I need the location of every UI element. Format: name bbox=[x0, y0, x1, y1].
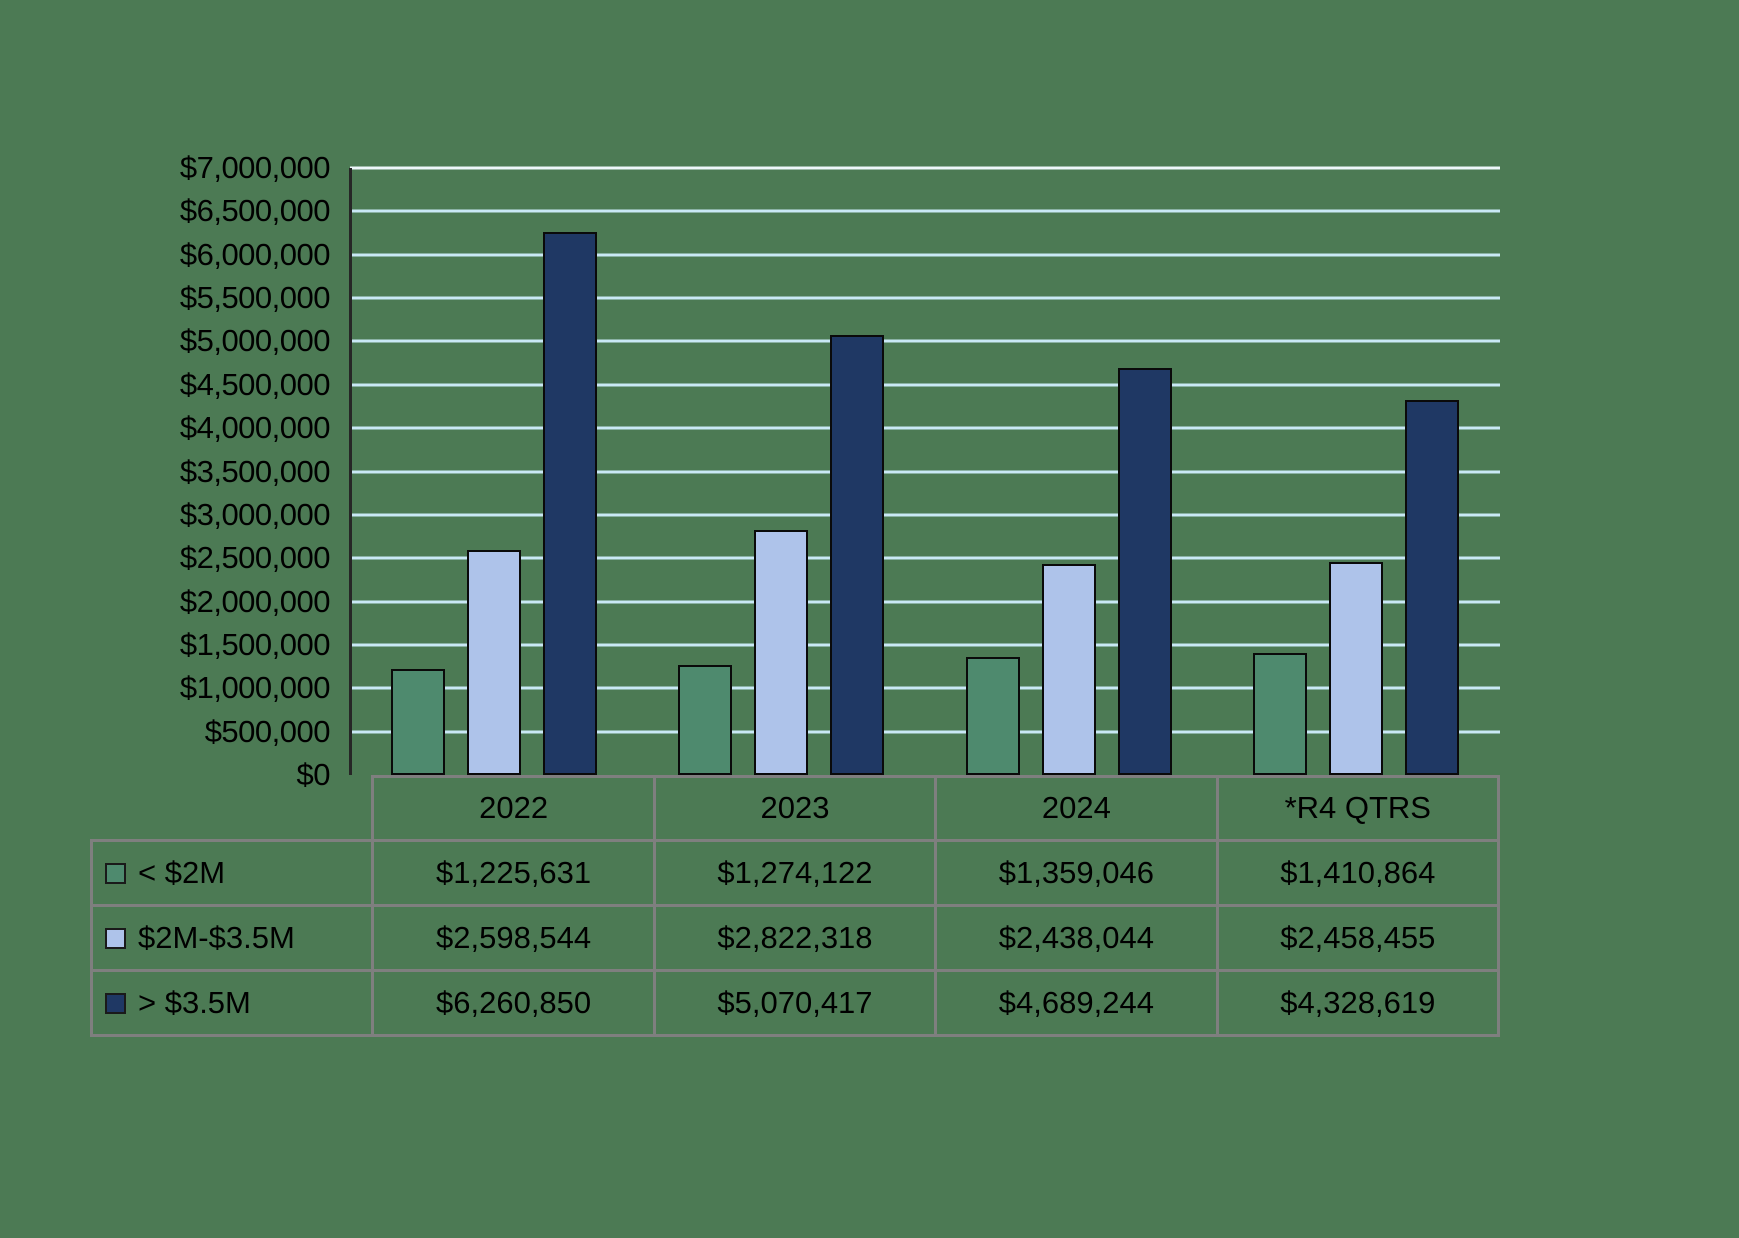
gridline bbox=[350, 296, 1500, 300]
gridline bbox=[350, 556, 1500, 560]
y-tick-label: $3,000,000 bbox=[179, 496, 331, 532]
legend-label: > $3.5M bbox=[138, 984, 251, 1020]
value-cell: $1,359,046 bbox=[934, 838, 1219, 907]
bar-2023-< $2M bbox=[678, 664, 733, 775]
legend-cell-series-3: > $3.5M bbox=[89, 968, 375, 1037]
y-tick-label: $4,500,000 bbox=[179, 366, 331, 402]
y-tick-label: $4,000,000 bbox=[179, 410, 331, 446]
value-cell: $1,274,122 bbox=[652, 838, 938, 907]
y-tick-label: $6,500,000 bbox=[179, 193, 331, 229]
gridline bbox=[350, 686, 1500, 690]
legend-label: < $2M bbox=[138, 854, 226, 890]
value-cell: $5,070,417 bbox=[652, 968, 938, 1037]
value-cell: $1,225,631 bbox=[371, 838, 656, 907]
y-tick-label: $2,000,000 bbox=[179, 583, 331, 619]
gridline bbox=[350, 166, 1500, 170]
value-cell: $2,822,318 bbox=[652, 903, 938, 972]
column-header-r4qtrs: *R4 QTRS bbox=[1215, 775, 1501, 842]
bar-2024-> $3.5M bbox=[1117, 368, 1172, 775]
table-row: < $2M $1,225,631 $1,274,122 $1,359,046 $… bbox=[89, 838, 1501, 907]
bar-2023-> $3.5M bbox=[830, 335, 885, 775]
gridline bbox=[350, 339, 1500, 343]
gridline bbox=[350, 426, 1500, 430]
bar-*R4 QTRS-> $3.5M bbox=[1405, 399, 1460, 775]
legend-swatch-lightblue bbox=[105, 927, 126, 949]
y-tick-label: $1,000,000 bbox=[179, 670, 331, 706]
column-header-2023: 2023 bbox=[652, 775, 938, 842]
y-tick-label: $1,500,000 bbox=[179, 626, 331, 662]
bar-2022-$2M-$3.5M bbox=[466, 549, 521, 775]
gridline bbox=[350, 470, 1500, 473]
gridline bbox=[350, 253, 1500, 257]
bar-*R4 QTRS-$2M-$3.5M bbox=[1329, 561, 1384, 775]
value-cell: $2,438,044 bbox=[934, 903, 1219, 972]
y-tick-label: $5,500,000 bbox=[179, 280, 331, 316]
bar-2023-$2M-$3.5M bbox=[754, 530, 809, 775]
data-table: 2022 2023 2024 *R4 QTRS < $2M $1,225,631… bbox=[89, 775, 1501, 1037]
y-tick-label: $5,000,000 bbox=[179, 323, 331, 359]
y-axis-line bbox=[349, 168, 352, 775]
gridline bbox=[350, 600, 1500, 604]
gridline bbox=[350, 730, 1500, 734]
gridline bbox=[350, 209, 1500, 213]
bar-2022-> $3.5M bbox=[542, 232, 597, 775]
column-header-2022: 2022 bbox=[371, 775, 656, 842]
bar-2024-< $2M bbox=[965, 657, 1020, 775]
gridline bbox=[350, 383, 1500, 387]
value-cell: $1,410,864 bbox=[1215, 838, 1501, 907]
y-tick-label: $7,000,000 bbox=[179, 150, 331, 185]
table-row: > $3.5M $6,260,850 $5,070,417 $4,689,244… bbox=[89, 968, 1501, 1037]
value-cell: $4,328,619 bbox=[1215, 968, 1501, 1037]
column-header-2024: 2024 bbox=[934, 775, 1219, 842]
y-tick-label: $500,000 bbox=[204, 713, 331, 749]
legend-label: $2M-$3.5M bbox=[138, 919, 295, 955]
y-tick-label: $3,500,000 bbox=[179, 453, 331, 489]
y-tick-label: $2,500,000 bbox=[179, 540, 331, 576]
legend-cell-series-2: $2M-$3.5M bbox=[89, 903, 375, 972]
value-cell: $6,260,850 bbox=[371, 968, 656, 1037]
bar-*R4 QTRS-< $2M bbox=[1253, 652, 1308, 775]
table-header-row: 2022 2023 2024 *R4 QTRS bbox=[92, 775, 1501, 842]
value-cell: $4,689,244 bbox=[934, 968, 1219, 1037]
value-cell: $2,458,455 bbox=[1215, 903, 1501, 972]
table-corner-cell bbox=[92, 777, 373, 841]
gridline bbox=[350, 643, 1500, 647]
bar-2024-$2M-$3.5M bbox=[1041, 563, 1096, 775]
y-tick-label: $6,000,000 bbox=[179, 236, 331, 272]
legend-cell-series-1: < $2M bbox=[89, 838, 375, 907]
value-cell: $2,598,544 bbox=[371, 903, 656, 972]
legend-swatch-navy bbox=[105, 992, 126, 1014]
table-row: $2M-$3.5M $2,598,544 $2,822,318 $2,438,0… bbox=[89, 903, 1501, 972]
bar-2022-< $2M bbox=[390, 668, 445, 775]
legend-swatch-green bbox=[105, 862, 126, 884]
gridline bbox=[350, 513, 1500, 517]
y-tick-label: $0 bbox=[296, 757, 331, 792]
